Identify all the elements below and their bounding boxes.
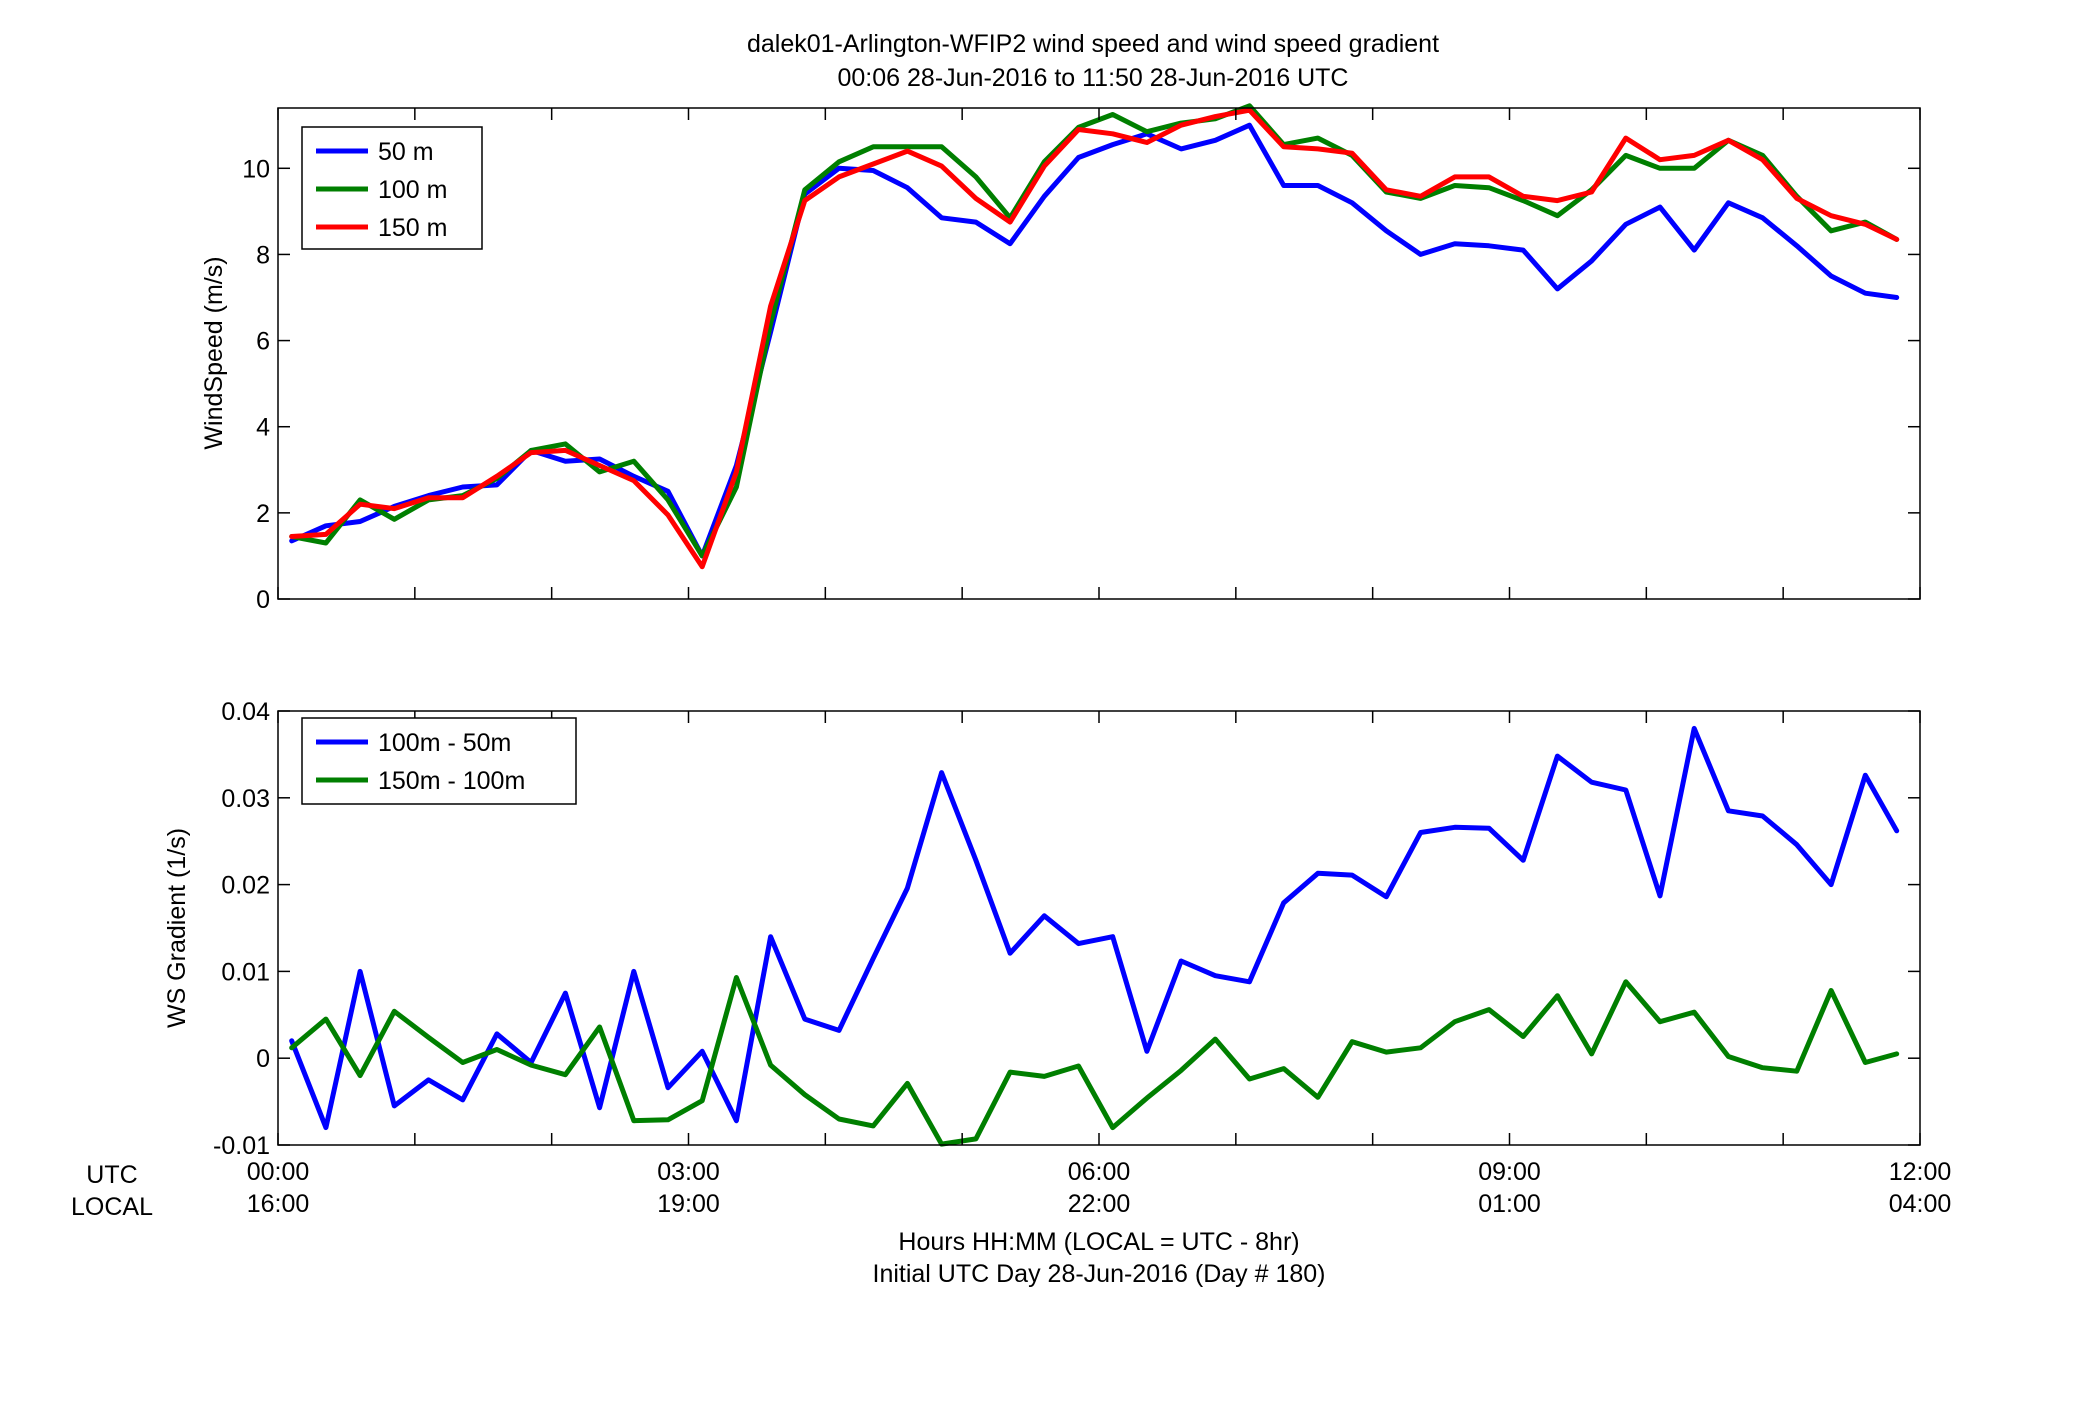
x-tick-label-local: 19:00 (657, 1190, 720, 1218)
gradient-legend: 100m - 50m 150m - 100m (301, 717, 577, 805)
windspeed-legend-label-0: 50 m (378, 138, 434, 166)
x-tick-labels: 00:00 03:00 06:00 09:00 12:00 16:00 19:00 22:00… (247, 1158, 1952, 1218)
windspeed-y-tick-label: 2 (256, 500, 270, 528)
x-tick-label-local: 22:00 (1068, 1190, 1131, 1218)
windspeed-y-tick-label: 10 (242, 155, 270, 183)
x-axis-sublabel: Initial UTC Day 28-Jun-2016 (Day # 180) (873, 1260, 1326, 1288)
chart-title: dalek01-Arlington-WFIP2 wind speed and w… (747, 30, 1439, 58)
gradient-series-line-1 (289, 975, 1900, 1147)
x-tick-label-utc: 12:00 (1889, 1158, 1952, 1186)
x-tick-label-local: 04:00 (1889, 1190, 1952, 1218)
windspeed-y-tick-label: 6 (256, 328, 270, 356)
utc-row-label: UTC (86, 1161, 137, 1189)
gradient-y-axis-label: WS Gradient (1/s) (163, 828, 191, 1028)
gradient-series (289, 725, 1900, 1147)
x-axis-label: Hours HH:MM (LOCAL = UTC - 8hr) (898, 1228, 1299, 1256)
windspeed-series-line-2 (289, 107, 1900, 570)
windspeed-x-ticks (277, 108, 1921, 599)
windspeed-y-ticks: 0 2 4 6 8 10 (242, 155, 1920, 614)
gradient-y-tick-label: 0.02 (221, 872, 270, 900)
gradient-y-tick-label: 0.03 (221, 785, 270, 813)
windspeed-legend-label-1: 100 m (378, 176, 447, 204)
gradient-series-line-0 (289, 725, 1900, 1131)
gradient-legend-label-1: 150m - 100m (378, 767, 525, 795)
windspeed-y-tick-label: 4 (256, 414, 270, 442)
gradient-y-ticks: -0.01 0 0.01 0.02 0.03 0.04 (213, 698, 1920, 1160)
windspeed-plot-frame (277, 107, 1921, 600)
gradient-legend-label-0: 100m - 50m (378, 729, 511, 757)
x-tick-label-utc: 00:00 (247, 1158, 310, 1186)
gradient-panel: -0.01 0 0.01 0.02 0.03 0.04 WS Gradient (1/s)… (163, 698, 1921, 1160)
x-tick-label-utc: 03:00 (657, 1158, 720, 1186)
windspeed-series-line-1 (289, 103, 1900, 559)
windspeed-y-tick-label: 8 (256, 241, 270, 269)
windspeed-series (289, 103, 1900, 570)
x-tick-label-local: 16:00 (247, 1190, 310, 1218)
x-tick-label-utc: 09:00 (1478, 1158, 1541, 1186)
gradient-y-tick-label: 0 (256, 1045, 270, 1073)
windspeed-legend: 50 m 100 m 150 m (301, 126, 483, 250)
chart-subtitle: 00:06 28-Jun-2016 to 11:50 28-Jun-2016 U… (838, 64, 1349, 92)
gradient-legend-box (301, 717, 577, 805)
gradient-y-tick-label: -0.01 (213, 1132, 270, 1160)
x-tick-label-utc: 06:00 (1068, 1158, 1131, 1186)
windspeed-panel: 0 2 4 6 8 10 WindSpeed (m/s) 50 m 100 m 150 m (200, 103, 1921, 614)
windspeed-y-tick-label: 0 (256, 586, 270, 614)
windspeed-legend-label-2: 150 m (378, 214, 447, 242)
x-tick-label-local: 01:00 (1478, 1190, 1541, 1218)
local-row-label: LOCAL (71, 1193, 153, 1221)
windspeed-series-line-0 (289, 122, 1900, 559)
gradient-y-tick-label: 0.04 (221, 698, 270, 726)
gradient-x-ticks (277, 711, 1921, 1145)
windspeed-y-axis-label: WindSpeed (m/s) (200, 256, 228, 449)
gradient-y-tick-label: 0.01 (221, 958, 270, 986)
